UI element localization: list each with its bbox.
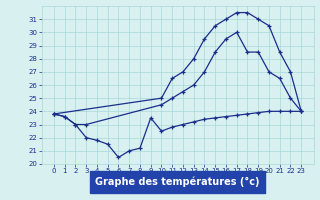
X-axis label: Graphe des températures (°c): Graphe des températures (°c) <box>95 177 260 187</box>
